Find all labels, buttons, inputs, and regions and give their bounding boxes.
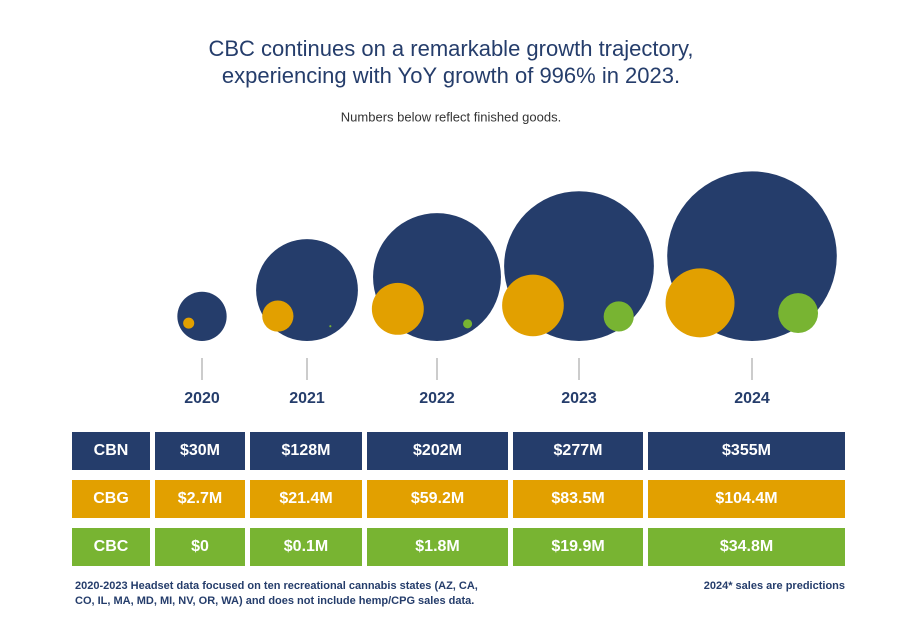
table-cell [250, 432, 362, 470]
cell-value: $128M [282, 442, 331, 459]
table-cell [648, 528, 845, 566]
footnote: 2020-2023 Headset data focused on ten re… [75, 580, 478, 592]
table-cell [367, 432, 508, 470]
year-label: 2021 [289, 390, 325, 407]
bubble [183, 317, 195, 329]
cell-value: $104.4M [715, 490, 777, 507]
row-label-cell [72, 432, 150, 470]
bubble [177, 291, 227, 341]
cell-value: $1.8M [415, 538, 459, 555]
cell-value: $0.1M [284, 538, 328, 555]
cell-value: $277M [554, 442, 603, 459]
footnote: CO, IL, MA, MD, MI, NV, OR, WA) and does… [75, 595, 474, 607]
cell-value: $2.7M [178, 490, 222, 507]
cell-value: $34.8M [720, 538, 773, 555]
bubble [502, 274, 564, 337]
cell-value: $0 [191, 538, 209, 555]
cell-value: $83.5M [551, 490, 604, 507]
footnote: 2024* sales are predictions [704, 580, 845, 592]
bubble [778, 293, 819, 333]
bubble [329, 325, 332, 328]
table-cell [367, 528, 508, 566]
bubble [371, 282, 424, 335]
year-label: 2024 [734, 390, 770, 407]
title-line: CBC continues on a remarkable growth tra… [208, 36, 693, 61]
table-cell [513, 480, 643, 518]
table-cell [250, 480, 362, 518]
year-label: 2020 [184, 390, 220, 407]
cell-value: $30M [180, 442, 220, 459]
bubble [603, 301, 634, 332]
bubble [665, 268, 735, 338]
table-cell [513, 432, 643, 470]
cell-value: $21.4M [279, 490, 332, 507]
cell-value: $355M [722, 442, 771, 459]
title-line: experiencing with YoY growth of 996% in … [222, 63, 680, 88]
table-cell [367, 480, 508, 518]
year-label: 2022 [419, 390, 455, 407]
cell-value: $19.9M [551, 538, 604, 555]
table-cell [648, 480, 845, 518]
row-label: CBG [93, 490, 129, 507]
row-label-cell [72, 480, 150, 518]
row-label: CBN [94, 442, 129, 459]
row-label: CBC [94, 538, 129, 555]
year-label: 2023 [561, 390, 597, 407]
subtitle: Numbers below reflect finished goods. [341, 109, 561, 124]
table-cell [155, 480, 245, 518]
table-cell [250, 528, 362, 566]
bubble [463, 319, 473, 329]
bubble [262, 300, 294, 332]
table-cell [155, 432, 245, 470]
table-cell [648, 432, 845, 470]
table-cell [155, 528, 245, 566]
cell-value: $59.2M [411, 490, 464, 507]
table-cell [513, 528, 643, 566]
row-label-cell [72, 528, 150, 566]
cell-value: $202M [413, 442, 462, 459]
